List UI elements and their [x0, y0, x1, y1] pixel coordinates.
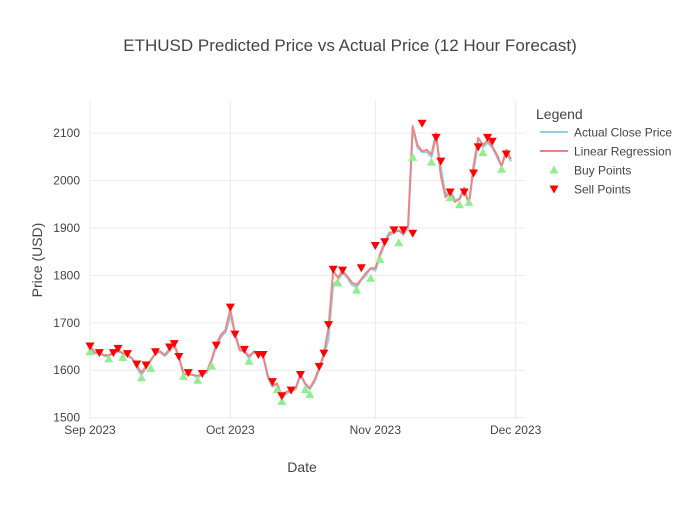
sell-point	[469, 169, 479, 178]
sell-point	[132, 360, 142, 369]
sell-point	[431, 133, 441, 142]
sell-point	[314, 362, 324, 371]
legend-entry-buy: Buy Points	[574, 164, 631, 178]
sell-point	[277, 392, 287, 401]
sell-point	[487, 137, 497, 146]
y-tick-label: 1500	[53, 411, 80, 425]
buy-point	[478, 148, 488, 157]
buy-point	[333, 278, 343, 287]
buy-point	[375, 254, 385, 263]
sell-point	[174, 352, 184, 361]
sell-point	[328, 265, 338, 274]
series-line-linear-regression	[89, 125, 512, 398]
sell-point	[370, 242, 380, 251]
buy-point	[104, 354, 114, 363]
buy-point	[193, 375, 203, 384]
y-tick-label: 2100	[53, 126, 80, 140]
x-tick-label: Dec 2023	[490, 423, 542, 437]
x-tick-label: Sep 2023	[64, 423, 116, 437]
sell-point	[108, 349, 118, 358]
y-tick-label: 1600	[53, 363, 80, 377]
legend: Legend Actual Close Price Linear Regress…	[536, 106, 672, 197]
buy-point	[352, 285, 362, 294]
buy-point	[244, 356, 254, 365]
y-tick-label: 1900	[53, 221, 80, 235]
y-tick-label: 1800	[53, 268, 80, 282]
buy-point	[85, 347, 95, 356]
sell-point	[324, 321, 334, 330]
chart-title: ETHUSD Predicted Price vs Actual Price (…	[123, 36, 576, 55]
sell-point	[169, 340, 179, 349]
sell-point	[258, 351, 268, 360]
buy-point	[146, 363, 156, 372]
y-axis-label: Price (USD)	[29, 223, 45, 298]
sell-point	[389, 226, 399, 235]
buy-point	[497, 164, 507, 173]
sell-point	[239, 345, 249, 354]
buy-point	[426, 157, 436, 166]
sell-point	[408, 229, 418, 238]
sell-point	[230, 330, 240, 339]
sell-point	[380, 238, 390, 247]
buy-point	[277, 397, 287, 406]
sell-point	[338, 266, 348, 275]
sell-point	[85, 342, 95, 351]
y-axis-ticks: 1500 1600 1700 1800 1900 2000 2100	[53, 126, 80, 424]
x-tick-label: Nov 2023	[350, 423, 402, 437]
plot-area	[85, 119, 512, 406]
buy-point	[366, 273, 376, 282]
buy-point	[305, 389, 315, 398]
sell-point	[436, 157, 446, 166]
buy-point	[464, 197, 474, 206]
sell-point	[225, 303, 235, 312]
sell-point	[398, 226, 408, 235]
y-tick-label: 2000	[53, 174, 80, 188]
sell-point	[356, 264, 366, 273]
sell-point	[473, 143, 483, 152]
sell-point	[113, 344, 123, 353]
sell-point	[94, 349, 104, 358]
buy-point	[455, 200, 465, 209]
sell-point	[286, 386, 296, 395]
buy-point	[408, 152, 418, 161]
sell-point	[141, 361, 151, 370]
legend-entry-sell: Sell Points	[574, 183, 631, 197]
buy-point	[394, 238, 404, 247]
sell-point	[197, 370, 207, 379]
buy-point	[445, 193, 455, 202]
sell-point	[483, 133, 493, 142]
buy-point	[300, 385, 310, 394]
legend-swatch-sell	[549, 185, 559, 194]
x-tick-label: Oct 2023	[206, 423, 255, 437]
grid	[89, 100, 525, 420]
legend-entry-regression: Linear Regression	[574, 145, 671, 159]
legend-swatch-buy	[549, 165, 559, 174]
sell-point	[501, 150, 511, 159]
sell-point	[211, 341, 221, 350]
buy-point	[179, 371, 189, 380]
sell-point	[417, 119, 427, 128]
x-axis-label: Date	[287, 459, 317, 475]
y-tick-label: 1700	[53, 316, 80, 330]
sell-point	[319, 349, 329, 358]
buy-point	[272, 385, 282, 394]
sell-point	[295, 370, 305, 379]
buy-point	[118, 352, 128, 361]
sell-point	[183, 369, 193, 378]
buy-point	[207, 361, 217, 370]
sell-point	[445, 188, 455, 197]
sell-point	[165, 343, 175, 352]
buy-point	[136, 373, 146, 382]
legend-entry-actual: Actual Close Price	[574, 126, 672, 140]
sell-point	[122, 350, 132, 359]
sell-point	[150, 348, 160, 357]
legend-title: Legend	[536, 106, 583, 122]
x-axis-ticks: Sep 2023 Oct 2023 Nov 2023 Dec 2023	[64, 423, 541, 437]
sell-point	[267, 378, 277, 387]
sell-point	[459, 188, 469, 197]
